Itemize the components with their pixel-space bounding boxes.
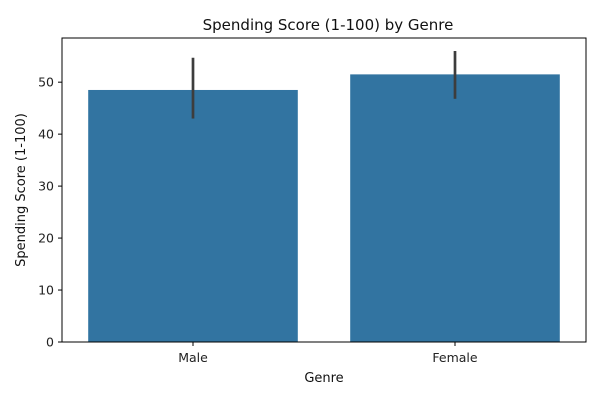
plot-frame — [61, 37, 587, 343]
chart-title: Spending Score (1-100) by Genre — [203, 16, 454, 34]
error-bars-group — [191, 50, 457, 119]
bar-male — [88, 89, 298, 342]
x-axis: Male Female — [178, 342, 478, 365]
bars-group — [88, 74, 560, 342]
y-tick-label-40: 40 — [38, 127, 54, 142]
y-axis: 0 10 20 30 40 50 — [38, 75, 62, 350]
y-tick-label-0: 0 — [46, 335, 54, 350]
x-axis-label: Genre — [304, 371, 343, 386]
x-tick-label-female: Female — [432, 350, 478, 365]
y-tick-label-30: 30 — [38, 179, 54, 194]
y-axis-label: Spending Score (1-100) — [14, 113, 29, 267]
y-tick-label-50: 50 — [38, 75, 54, 90]
x-tick-label-male: Male — [178, 350, 208, 365]
y-tick-label-10: 10 — [38, 283, 54, 298]
y-tick-label-20: 20 — [38, 231, 54, 246]
bar-female — [350, 74, 560, 342]
